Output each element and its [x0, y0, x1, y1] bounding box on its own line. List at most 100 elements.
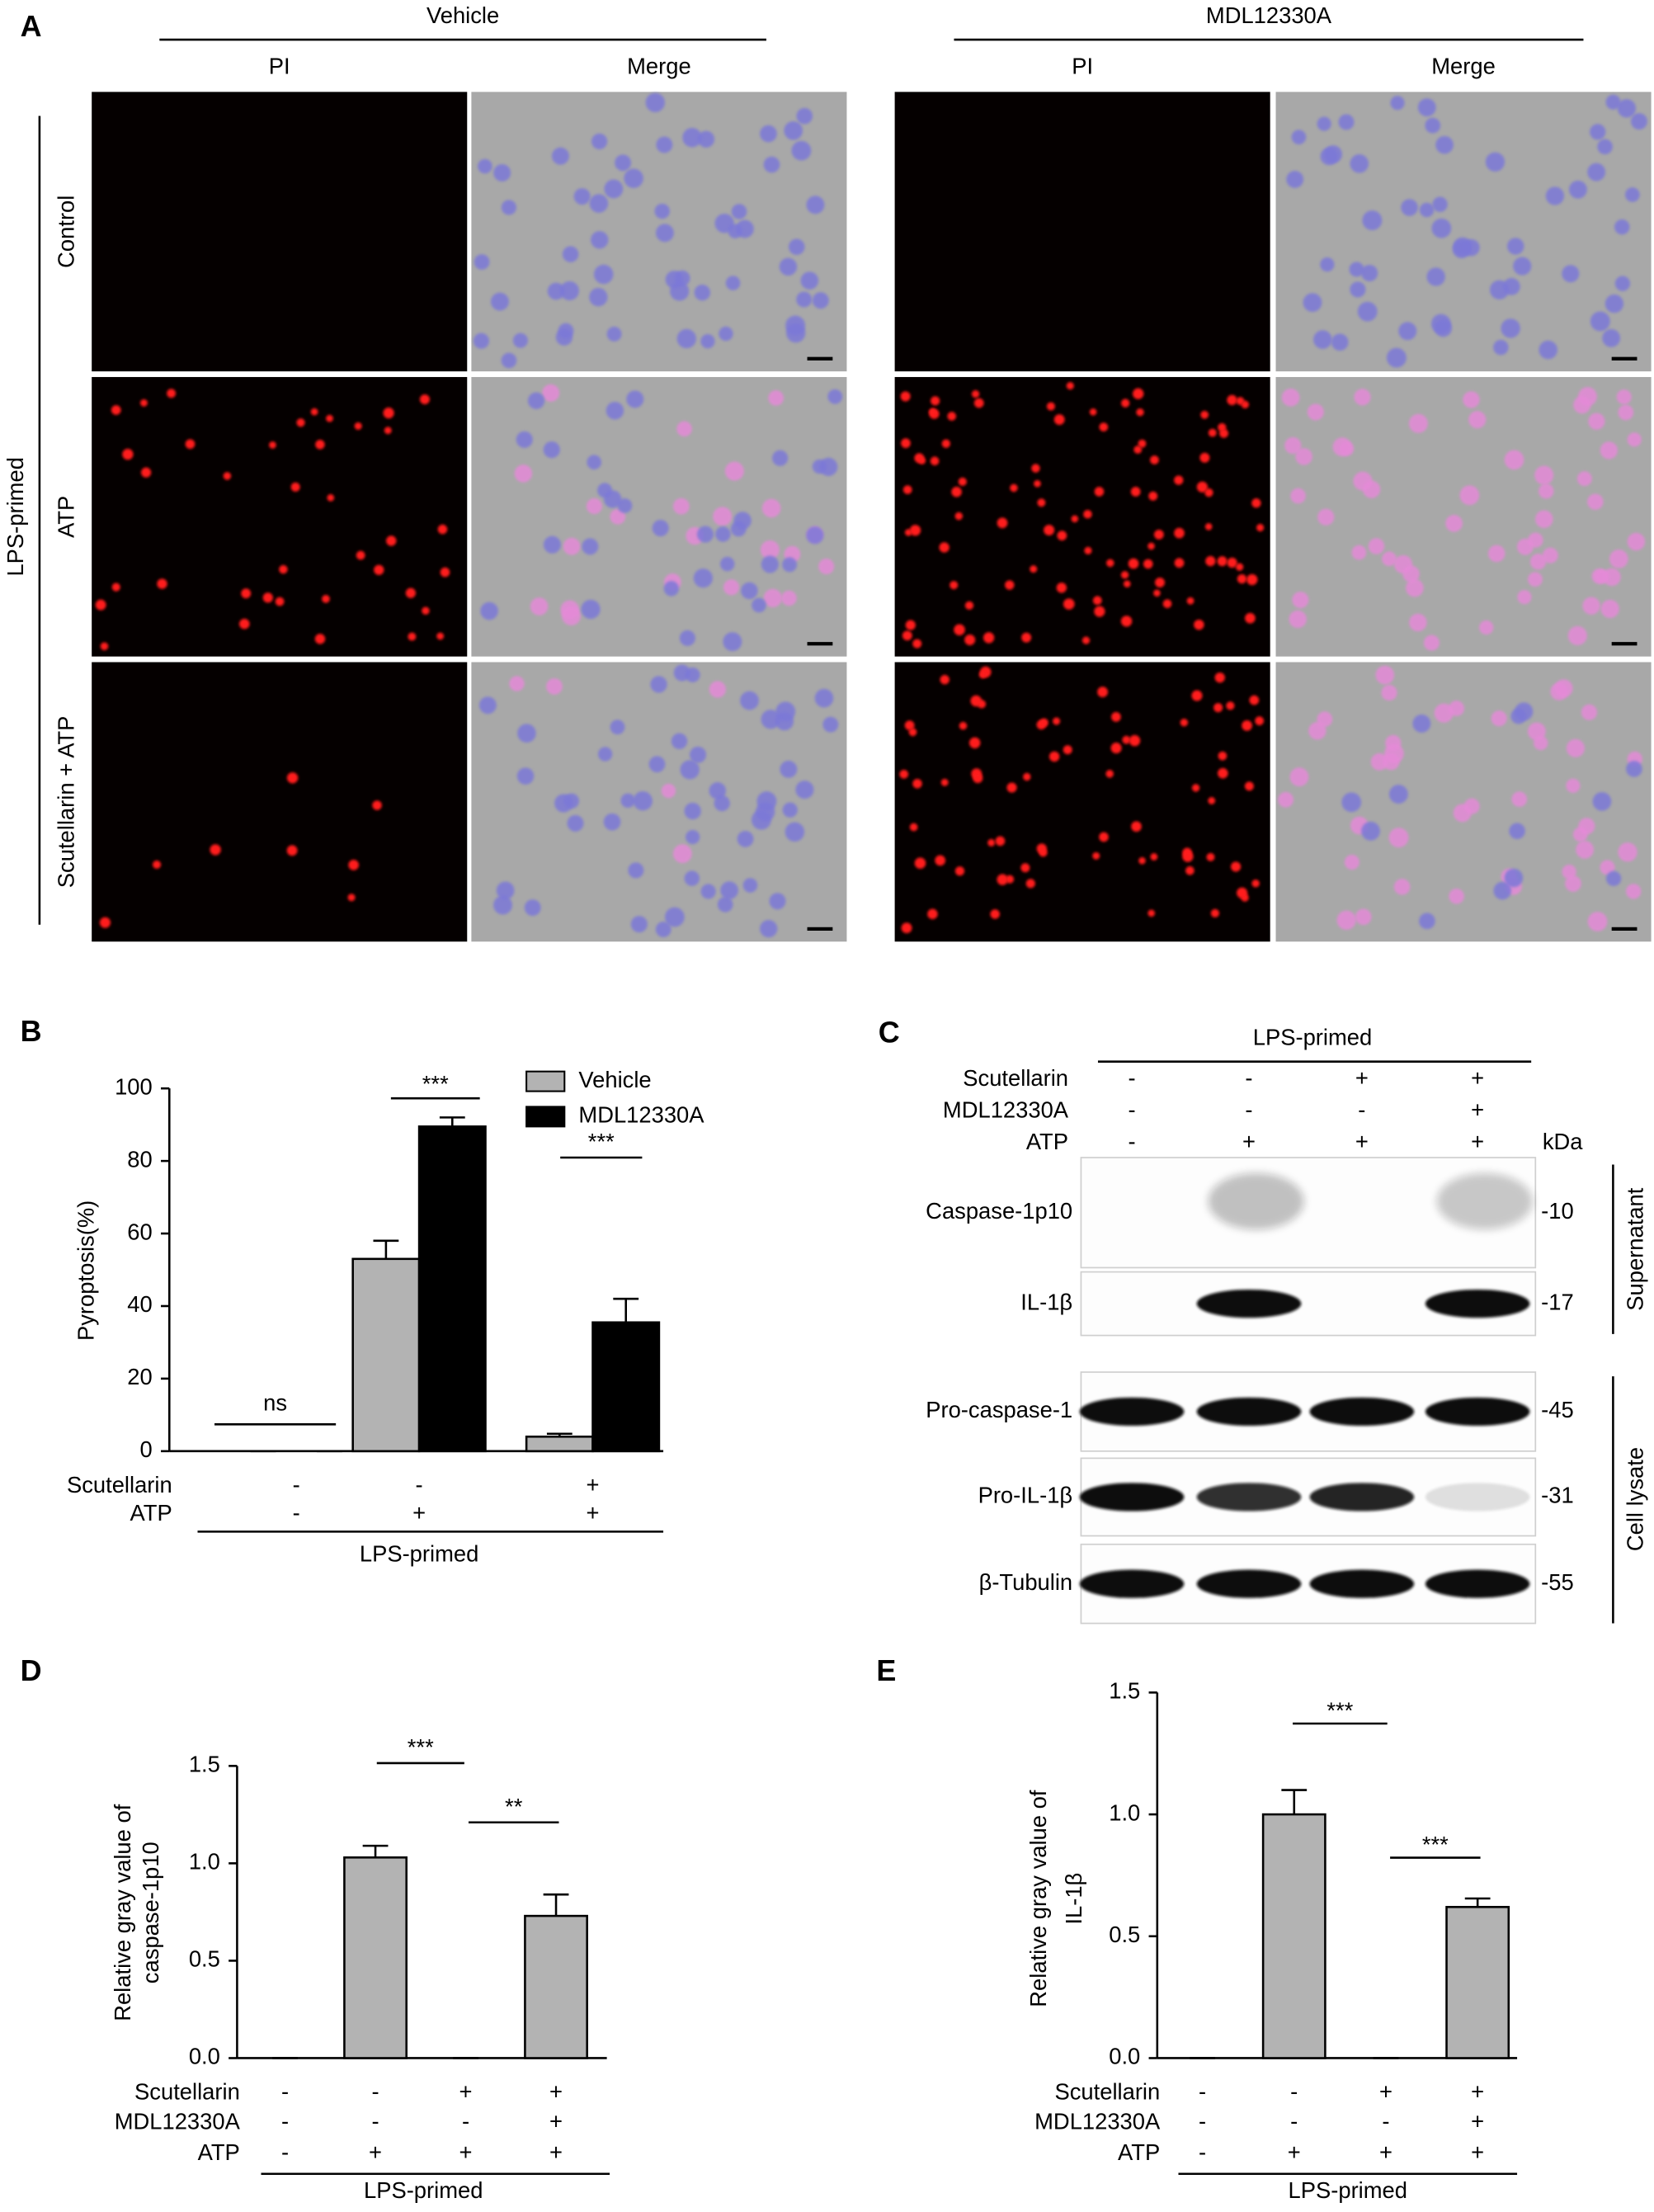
cell-dot [1278, 791, 1294, 808]
cell-dot [594, 264, 614, 285]
treatment-sign: - [416, 1472, 423, 1497]
cell-dot [275, 597, 285, 606]
cell-dot [1046, 402, 1055, 411]
cell-dot [606, 401, 624, 420]
cell-dot [1249, 695, 1260, 705]
cell-dot [752, 809, 771, 830]
cell-dot [1479, 620, 1494, 635]
cell-dot [524, 899, 541, 917]
cell-dot [620, 793, 635, 808]
blot-label: Pro-caspase-1 [926, 1397, 1072, 1422]
cell-dot [1468, 411, 1487, 429]
treatment-sign: - [462, 2108, 469, 2134]
group-label: LPS-primed [1289, 2177, 1407, 2203]
cell-dot [1459, 485, 1480, 506]
cell-dot [973, 772, 983, 784]
cell-dot [686, 829, 700, 845]
cell-dot [1390, 96, 1405, 111]
y-tick-label: 100 [115, 1073, 153, 1099]
group-label: LPS-primed [360, 1541, 478, 1567]
cell-dot [1105, 559, 1114, 568]
cell-dot [1143, 559, 1153, 569]
cell-dot [663, 581, 680, 597]
cell-dot [693, 568, 713, 588]
treatment-sign: + [369, 2139, 382, 2165]
cell-dot [372, 800, 382, 810]
y-tick-label: 0.5 [189, 1946, 220, 1972]
cell-dot [1331, 333, 1349, 351]
row-label: Scutellarin + ATP [53, 716, 78, 889]
band [1425, 1483, 1530, 1512]
treatment-sign: - [1199, 2078, 1206, 2104]
merge-image [1275, 662, 1652, 942]
cell-dot [931, 396, 940, 406]
cell-dot [950, 581, 959, 590]
cell-dot [1353, 471, 1373, 491]
cell-dot [1291, 130, 1307, 144]
legend-label: Vehicle [578, 1067, 651, 1092]
cell-dot [682, 128, 702, 148]
cell-dot [587, 455, 601, 470]
cell-dot [1417, 98, 1436, 117]
cell-dot [947, 412, 957, 421]
blot-label: β-Tubulin [979, 1569, 1073, 1595]
bar [351, 1257, 421, 1453]
cell-dot [1434, 703, 1454, 723]
cell-dot [1569, 180, 1587, 199]
cell-dot [780, 760, 798, 778]
cell-dot [1590, 124, 1606, 140]
cell-dot [383, 407, 394, 419]
cell-dot [1587, 163, 1606, 182]
cell-dot [679, 630, 695, 646]
band [1196, 1397, 1302, 1427]
cell-dot [741, 582, 758, 600]
cell-dot [1063, 745, 1072, 755]
cell-dot [581, 599, 601, 620]
cell-dot [1426, 267, 1445, 286]
cell-dot [100, 642, 109, 651]
image-bg [471, 376, 847, 657]
blot-size: -55 [1541, 1569, 1574, 1595]
cell-dot [1230, 861, 1242, 872]
cell-dot [1539, 483, 1554, 499]
cell-dot [664, 907, 685, 927]
cell-dot [1208, 428, 1217, 437]
cell-dot [740, 691, 759, 710]
cell-dot [1562, 265, 1580, 283]
cell-dot [951, 486, 962, 498]
cell-dot [700, 334, 715, 349]
cell-dot [1256, 523, 1265, 532]
cell-dot [1281, 388, 1300, 407]
bar [524, 1914, 588, 2059]
merge-image [471, 92, 847, 372]
cell-dot [909, 823, 918, 832]
cell-dot [314, 634, 326, 644]
cell-dot [785, 315, 806, 336]
cell-dot [1419, 913, 1435, 930]
cell-dot [717, 896, 733, 913]
pi-image [92, 662, 468, 942]
treatment-sign: - [293, 1472, 300, 1497]
treatment-sign: + [1379, 2139, 1392, 2165]
cell-dot [1120, 615, 1133, 627]
treatment-sign: + [1471, 1097, 1484, 1123]
cell-dot [512, 333, 528, 348]
cell-dot [1515, 702, 1534, 721]
cell-dot [542, 384, 560, 402]
cell-dot [562, 246, 579, 262]
blot-size: -31 [1541, 1483, 1574, 1508]
group-title: MDL12330A [1206, 2, 1332, 28]
cell-dot [1162, 599, 1172, 609]
cell-dot [478, 158, 492, 174]
cell-dot [1605, 294, 1624, 314]
cell-dot [347, 894, 356, 902]
cell-dot [157, 578, 167, 589]
cell-dot [111, 405, 121, 415]
group-label: LPS-primed [364, 2177, 483, 2203]
cell-dot [1251, 880, 1260, 888]
cell-dot [1308, 722, 1326, 740]
cell-dot [1153, 589, 1161, 597]
cell-dot [760, 919, 778, 938]
cell-dot [781, 590, 797, 606]
treatment-sign: + [412, 1500, 426, 1526]
